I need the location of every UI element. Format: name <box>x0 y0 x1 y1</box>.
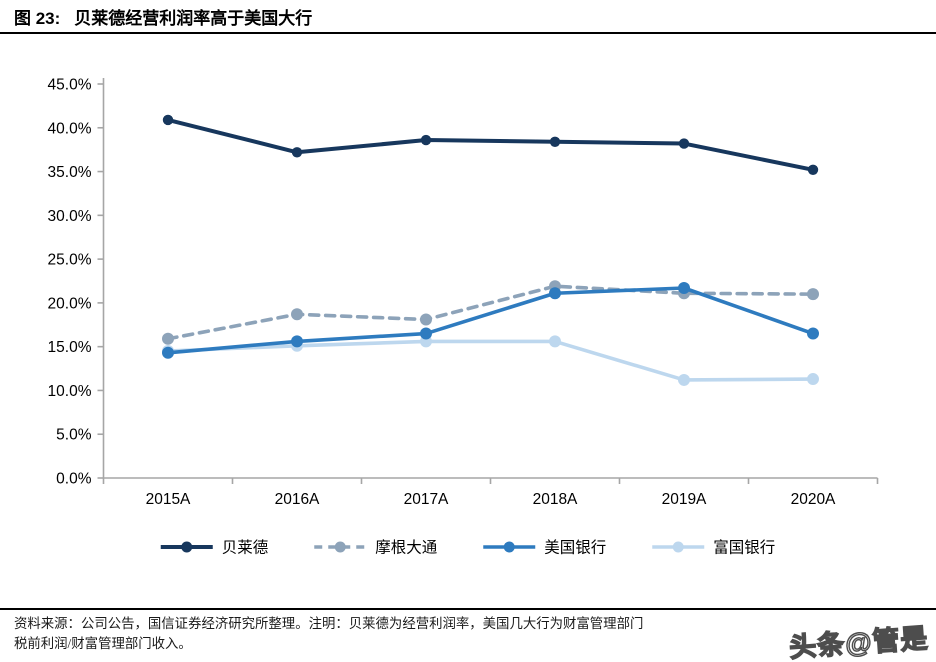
legend-marker <box>334 541 346 553</box>
data-point-marker <box>420 313 432 326</box>
figure-title: 贝莱德经营利润率高于美国大行 <box>74 8 313 28</box>
x-axis-label: 2017A <box>404 491 449 508</box>
y-axis-label: 25.0% <box>48 252 92 269</box>
legend-marker <box>181 541 193 553</box>
y-axis-label: 35.0% <box>48 164 92 181</box>
x-axis-label: 2018A <box>533 491 578 508</box>
legend-label: 富国银行 <box>713 539 775 557</box>
data-point-marker <box>162 114 174 126</box>
legend-label: 美国银行 <box>544 539 606 557</box>
y-axis-label: 5.0% <box>56 427 92 444</box>
source-note-line2: 税前利润/财富管理部门收入。 <box>14 636 192 652</box>
data-point-marker <box>549 287 561 300</box>
data-point-marker <box>291 308 303 321</box>
data-point-marker <box>549 136 561 147</box>
series-摩根大通 <box>162 280 819 345</box>
legend-item-贝莱德: 贝莱德 <box>160 539 269 557</box>
x-axis-label: 2016A <box>275 491 320 508</box>
x-axis-label: 2019A <box>662 491 707 508</box>
legend-item-富国银行: 富国银行 <box>652 539 775 557</box>
line-chart: 0.0% 5.0% 10.0% 15.0% 20.0% 25.0% 30.0% 35.0% 40… <box>48 77 879 557</box>
data-point-marker <box>162 332 174 345</box>
data-point-marker <box>678 138 690 149</box>
y-axis-label: 0.0% <box>56 471 92 488</box>
legend-item-美国银行: 美国银行 <box>483 539 606 557</box>
data-point-marker <box>807 373 819 386</box>
figure-number-label: 图 23: <box>14 8 61 28</box>
y-axis-label: 10.0% <box>48 383 92 400</box>
data-point-marker <box>807 327 819 340</box>
series-line <box>166 286 815 355</box>
y-axis-label: 45.0% <box>48 77 92 94</box>
y-axis-label: 30.0% <box>48 208 92 225</box>
x-axis-label: 2020A <box>791 491 836 508</box>
data-point-marker <box>420 327 432 340</box>
series-美国银行 <box>162 282 819 359</box>
series-line <box>166 117 815 172</box>
legend-marker <box>503 541 515 553</box>
legend-label: 贝莱德 <box>222 539 269 557</box>
legend-marker <box>672 541 684 553</box>
source-footnote: 资料来源：公司公告，国信证券经济研究所整理。注明：贝莱德为经营利润率，美国几大行… <box>0 608 936 656</box>
y-axis-label: 40.0% <box>48 120 92 137</box>
source-note-line1: 资料来源：公司公告，国信证券经济研究所整理。注明：贝莱德为经营利润率，美国几大行… <box>14 616 644 631</box>
data-point-marker <box>807 164 819 176</box>
y-axis-label: 20.0% <box>48 295 92 312</box>
series-line <box>166 284 815 341</box>
figure-title-bar: 图 23: 贝莱德经营利润率高于美国大行 <box>0 0 936 34</box>
x-axis-label: 2015A <box>146 491 191 508</box>
data-point-marker <box>678 373 690 386</box>
data-point-marker <box>678 282 690 295</box>
legend-item-摩根大通: 摩根大通 <box>314 539 438 557</box>
data-point-marker <box>549 335 561 348</box>
data-point-marker <box>420 134 432 146</box>
legend-label: 摩根大通 <box>375 539 438 557</box>
series-贝莱德 <box>162 114 819 176</box>
data-point-marker <box>291 335 303 348</box>
series-line <box>166 339 815 382</box>
data-point-marker <box>291 147 303 158</box>
y-axis-label: 15.0% <box>48 339 92 356</box>
data-point-marker <box>807 288 819 301</box>
data-point-marker <box>162 346 174 359</box>
